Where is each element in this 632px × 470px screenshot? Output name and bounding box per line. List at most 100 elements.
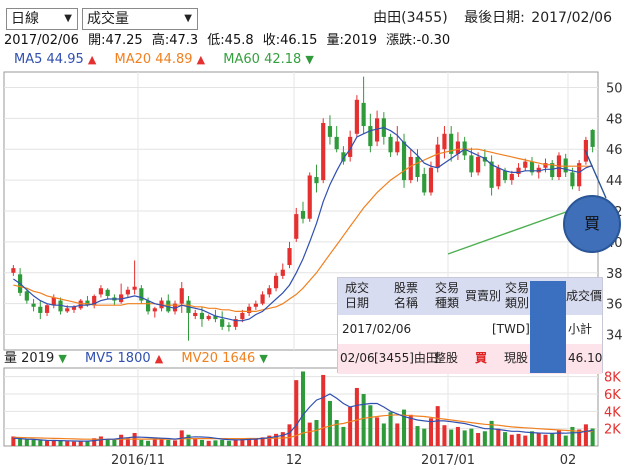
ma20-value: 44.89	[155, 52, 193, 67]
mv20-label: MV20	[181, 351, 219, 366]
price-tick-label: 38	[606, 267, 623, 282]
indicator-value: 成交量	[87, 11, 129, 27]
candle-body	[253, 303, 258, 307]
volume-bar	[58, 440, 63, 446]
volume-bar	[334, 420, 339, 446]
candle-body	[462, 141, 467, 156]
candle-body	[199, 312, 205, 320]
volume-bar	[550, 433, 555, 446]
mv20-value: 1646	[222, 351, 256, 366]
volume-bar	[11, 436, 16, 446]
candle-body	[428, 167, 434, 193]
candle-body	[193, 312, 198, 317]
volume-bar	[503, 432, 508, 446]
candle-body	[152, 308, 157, 312]
candle-body	[449, 133, 454, 154]
candle-body	[536, 167, 541, 173]
header-text: 成交	[344, 281, 369, 295]
volume-bar	[314, 420, 319, 446]
detail-category: 現股	[504, 351, 529, 365]
quote-high: 高:47.3	[151, 33, 199, 48]
buy-marker-button[interactable]: 買	[563, 195, 621, 253]
detail-stock: [3455]由田	[374, 351, 438, 365]
candle-body	[24, 291, 29, 301]
volume-bar	[220, 439, 225, 446]
candle-body	[327, 126, 333, 137]
header-trade-kind: 交易 種類	[430, 281, 464, 311]
price-tick-label: 44	[606, 174, 623, 189]
mv5-value: 1800	[117, 351, 151, 366]
candle-body	[489, 161, 494, 188]
ma5-legend: MA5 44.95 ▲	[14, 52, 101, 67]
candle-body	[280, 269, 285, 276]
quote-change: 漲跌:-0.30	[386, 33, 451, 48]
volume-bar	[348, 407, 353, 446]
mv20-legend: MV20 1646 ▼	[181, 351, 268, 366]
header-text: 名稱	[393, 296, 418, 310]
volume-bar	[213, 440, 218, 446]
volume-bar	[78, 440, 83, 446]
date-tick-label: 2017/01	[421, 453, 475, 468]
candle-body	[442, 133, 447, 150]
candle-body	[92, 295, 97, 306]
candle-body	[172, 303, 178, 312]
volume-bar	[280, 432, 285, 446]
header-side: 買賣別	[462, 289, 504, 304]
candle-body	[98, 288, 104, 295]
last-date-label: 最後日期:	[464, 10, 525, 26]
header-text: 交易	[504, 281, 529, 295]
mv5-label: MV5	[85, 351, 114, 366]
candle-body	[51, 297, 56, 306]
ma20-label: MA20	[114, 52, 152, 67]
date-tick-label: 02	[560, 453, 577, 468]
volume-bar	[570, 426, 575, 446]
indicator-select[interactable]: 成交量 ▼	[82, 8, 198, 30]
candle-body	[422, 173, 427, 193]
candle-body	[132, 286, 137, 290]
candle-body	[145, 300, 151, 312]
volume-bar	[482, 431, 487, 446]
ma5-up-arrow-icon: ▲	[87, 53, 97, 66]
candle-body	[334, 136, 339, 150]
volume-bar	[577, 429, 582, 446]
candle-body	[38, 306, 43, 313]
quote-date: 2017/02/06	[4, 33, 79, 48]
volume-bar	[442, 425, 447, 446]
candle-body	[213, 316, 218, 320]
volume-tick-label: 4K	[604, 405, 621, 420]
header-trade-date: 成交 日期	[340, 281, 374, 311]
price-tick-label: 34	[606, 329, 623, 344]
candle-body	[11, 268, 16, 273]
volume-bar	[563, 435, 568, 446]
chart-type-select[interactable]: 日線 ▼	[6, 8, 78, 30]
chevron-down-icon: ▼	[184, 13, 192, 24]
candle-body	[341, 152, 346, 162]
volume-bar	[38, 440, 43, 446]
volume-bar	[307, 422, 312, 446]
volume-bar	[267, 435, 272, 446]
volume-tick-label: 8K	[604, 371, 621, 386]
mv5-up-arrow-icon: ▲	[154, 352, 164, 365]
price-tick-label: 36	[606, 298, 623, 313]
header-text: 日期	[344, 296, 369, 310]
ma20-up-arrow-icon: ▲	[196, 53, 206, 66]
price-tick-label: 50	[606, 81, 623, 96]
candle-body	[294, 214, 299, 239]
candle-body	[354, 99, 359, 134]
volume-bar	[105, 439, 110, 446]
candle-body	[321, 122, 326, 181]
volume-bar	[65, 441, 70, 446]
volume-bar	[388, 412, 393, 446]
date-tick-label: 2016/11	[111, 453, 165, 468]
volume-legend: 量 2019 ▼ MV5 1800 ▲ MV20 1646 ▼	[4, 351, 282, 367]
volume-bar	[125, 438, 130, 446]
trade-popup: 成交 日期 股票 名稱 交易 種類 買賣別 交易 類別 成交價 2017/02/…	[337, 277, 603, 374]
header-text: 種類	[434, 296, 459, 310]
volume-bar	[556, 430, 561, 446]
detail-date: 02/06	[340, 351, 375, 365]
header-text: 買賣別	[464, 289, 501, 303]
vol-down-arrow-icon: ▼	[58, 352, 67, 365]
volume-bar	[536, 433, 541, 446]
volume-bar	[253, 438, 258, 446]
